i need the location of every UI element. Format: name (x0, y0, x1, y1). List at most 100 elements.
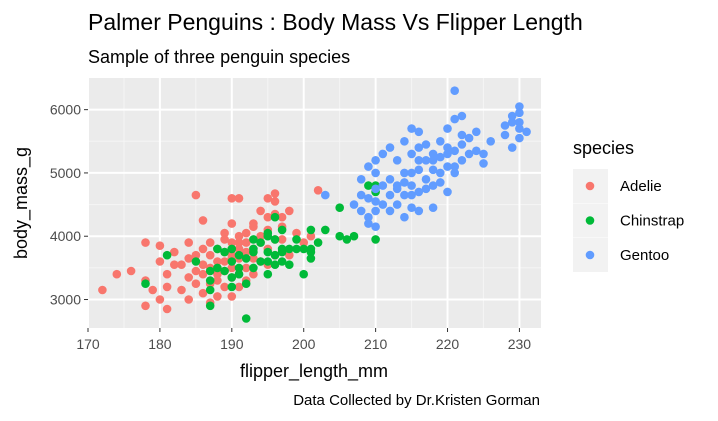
point-adelie (162, 282, 172, 292)
point-adelie (191, 190, 201, 200)
point-adelie (213, 269, 222, 279)
point-chinstrap (306, 244, 316, 254)
point-gentoo (385, 175, 395, 184)
point-adelie (292, 228, 301, 238)
point-adelie (234, 194, 244, 203)
point-gentoo (349, 200, 359, 209)
point-adelie (170, 260, 179, 270)
point-gentoo (371, 168, 380, 178)
point-adelie (205, 238, 215, 247)
point-chinstrap (205, 266, 215, 276)
point-gentoo (392, 181, 402, 190)
y-tick-label: 6000 (50, 102, 81, 118)
point-gentoo (400, 212, 409, 222)
point-chinstrap (371, 235, 380, 244)
x-axis-title: flipper_length_mm (240, 361, 388, 382)
point-gentoo (472, 146, 481, 156)
point-chinstrap (263, 269, 273, 279)
x-tick-label: 220 (436, 336, 460, 352)
point-adelie (162, 269, 172, 279)
point-chinstrap (270, 235, 280, 244)
y-axis-title: body_mass_g (11, 147, 32, 259)
point-gentoo (436, 152, 445, 162)
point-adelie (98, 285, 107, 295)
point-gentoo (407, 149, 416, 159)
point-gentoo (414, 127, 424, 137)
x-tick-label: 210 (364, 336, 388, 352)
point-adelie (141, 301, 150, 311)
point-chinstrap (263, 257, 273, 266)
point-adelie (148, 285, 157, 295)
point-gentoo (392, 200, 402, 209)
point-chinstrap (213, 244, 222, 254)
point-chinstrap (299, 244, 309, 254)
grid-minor (88, 78, 541, 328)
point-adelie (170, 247, 179, 257)
point-gentoo (414, 156, 424, 165)
point-adelie (184, 254, 193, 263)
point-adelie (227, 194, 237, 203)
point-chinstrap (234, 263, 244, 273)
point-adelie (155, 295, 165, 304)
point-chinstrap (277, 257, 287, 266)
point-chinstrap (227, 257, 237, 266)
point-gentoo (436, 168, 445, 178)
point-gentoo (371, 156, 380, 165)
point-gentoo (378, 200, 388, 209)
point-chinstrap (349, 231, 359, 241)
point-gentoo (464, 149, 474, 159)
point-gentoo (421, 156, 431, 165)
point-gentoo (385, 143, 395, 152)
point-gentoo (515, 108, 524, 118)
point-adelie (205, 250, 215, 260)
x-tick-label: 200 (292, 336, 316, 352)
legend-label-chinstrap: Chinstrap (620, 213, 684, 230)
point-adelie (112, 269, 122, 279)
point-chinstrap (227, 282, 237, 292)
point-adelie (234, 282, 244, 292)
x-tick-label: 170 (76, 336, 100, 352)
point-chinstrap (270, 250, 280, 260)
point-gentoo (450, 114, 460, 124)
point-gentoo (392, 156, 402, 165)
point-gentoo (428, 181, 438, 190)
point-adelie (306, 231, 316, 241)
x-tick-label: 230 (508, 336, 532, 352)
point-chinstrap (227, 244, 237, 254)
point-chinstrap (256, 238, 265, 247)
point-adelie (270, 197, 280, 206)
point-gentoo (522, 127, 531, 137)
point-gentoo (414, 187, 424, 197)
point-adelie (126, 266, 136, 276)
point-adelie (249, 269, 258, 279)
point-gentoo (457, 156, 467, 165)
point-gentoo (414, 143, 424, 152)
point-gentoo (443, 162, 452, 171)
point-gentoo (385, 190, 395, 200)
point-gentoo (407, 190, 416, 200)
point-adelie (227, 292, 237, 301)
point-adelie (184, 238, 193, 247)
point-chinstrap (191, 257, 201, 266)
point-gentoo (407, 124, 416, 133)
point-chinstrap (249, 244, 258, 254)
point-gentoo (479, 159, 488, 168)
y-axis-ticks: 3000 4000 5000 6000 (50, 102, 88, 308)
point-chinstrap (205, 285, 215, 295)
point-chinstrap (234, 269, 244, 279)
point-gentoo (371, 222, 380, 231)
point-adelie (299, 238, 309, 247)
point-gentoo (500, 121, 510, 130)
point-gentoo (414, 165, 424, 175)
point-chinstrap (249, 263, 258, 273)
point-chinstrap (241, 279, 251, 289)
legend-swatch-chinstrap (585, 216, 595, 225)
point-gentoo (515, 118, 524, 127)
point-chinstrap (213, 263, 222, 273)
point-gentoo (421, 184, 431, 194)
point-adelie (141, 238, 150, 247)
point-adelie (191, 250, 201, 260)
point-gentoo (507, 111, 517, 121)
point-gentoo (364, 194, 373, 203)
